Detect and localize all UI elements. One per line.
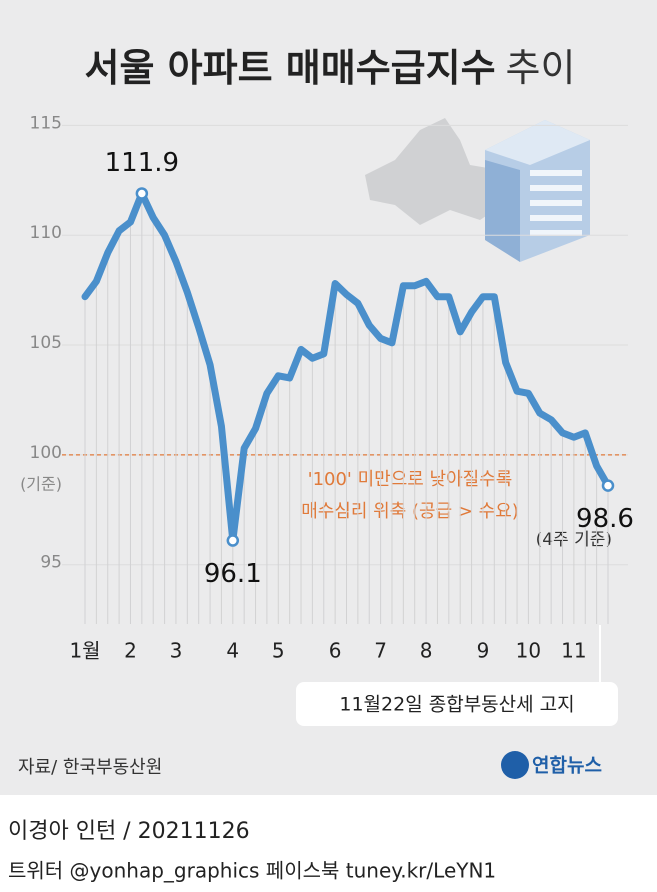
x-tick-label: 11 <box>561 639 586 663</box>
logo: 연합뉴스 <box>532 755 602 777</box>
title-suffix: 추이 <box>506 46 576 90</box>
event-box <box>296 682 618 726</box>
value-label: 98.6 <box>576 504 634 534</box>
x-tick-label: 4 <box>226 639 239 663</box>
x-tick-label: 1월 <box>69 639 100 663</box>
map-illustration <box>365 118 510 225</box>
value-label: 111.9 <box>105 148 179 178</box>
y-tick-label: 95 <box>40 553 62 573</box>
x-tick-label: 10 <box>516 639 541 663</box>
title-main: 서울 아파트 매매수급지수 <box>85 46 496 90</box>
point-marker <box>226 534 240 547</box>
point-marker <box>135 187 149 200</box>
y-tick-label: 115 <box>30 113 62 133</box>
annotation: '100' 미만으로 낮아질수록 <box>308 469 513 490</box>
footer-bg <box>0 795 657 892</box>
x-tick-label: 5 <box>272 639 285 663</box>
data-line <box>81 189 612 545</box>
event-note: 11월22일 종합부동산세 고지 <box>339 694 574 716</box>
social: 트위터 @yonhap_graphics 페이스북 tuney.kr/LeYN1 <box>8 859 496 883</box>
x-tick-label: 2 <box>124 639 137 663</box>
logo-mark <box>501 751 529 779</box>
x-tick-label: 9 <box>477 639 490 663</box>
building-illustration <box>485 120 590 262</box>
x-tick-label: 7 <box>374 639 387 663</box>
x-tick-label: 3 <box>170 639 183 663</box>
source: 자료/ 한국부동산원 <box>18 757 162 778</box>
chart-title: 서울 아파트 매매수급지수 추이 <box>85 46 576 90</box>
x-tick-label: 8 <box>420 639 433 663</box>
reference-label: (기준) <box>20 474 62 493</box>
y-tick-label: 110 <box>30 223 62 243</box>
annotation: 매수심리 위축 (공급 > 수요) <box>301 501 519 522</box>
background <box>0 0 657 795</box>
byline: 이경아 인턴 / 20211126 <box>8 819 250 844</box>
value-label: 96.1 <box>204 559 262 589</box>
point-marker <box>601 479 615 492</box>
y-tick-label: 100 <box>30 443 62 463</box>
x-tick-label: 6 <box>329 639 342 663</box>
y-tick-label: 105 <box>30 333 62 353</box>
